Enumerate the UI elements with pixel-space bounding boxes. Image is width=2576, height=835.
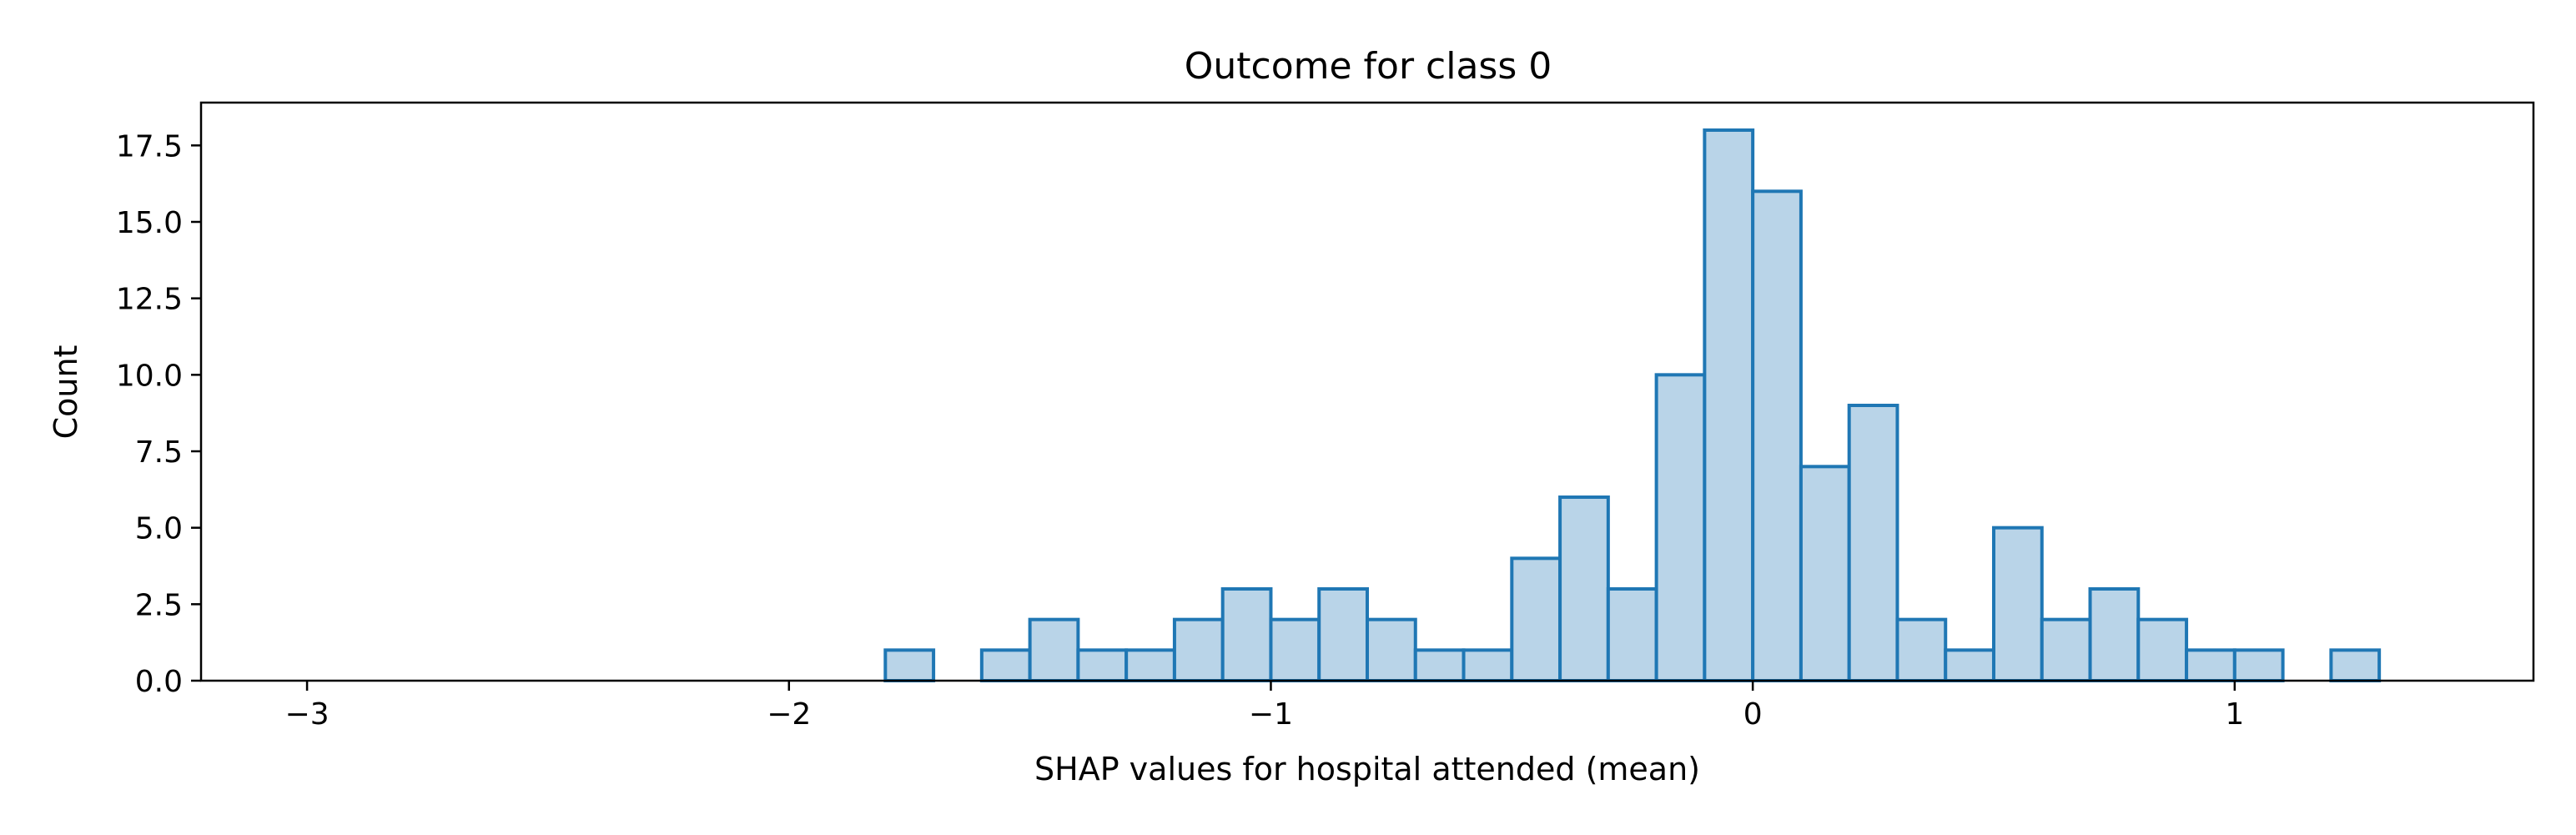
histogram-bar: [1172, 617, 1225, 683]
histogram-bar: [1751, 189, 1803, 683]
y-tick-label: 5.0: [135, 512, 183, 546]
x-axis-ticks: −3 −2 −1 0 1: [285, 681, 2244, 732]
histogram-bar: [1220, 587, 1273, 682]
histogram-bar: [1847, 404, 1899, 682]
chart-title: Outcome for class 0: [1185, 45, 1552, 88]
y-tick-label: 0.0: [135, 665, 183, 699]
histogram-bar: [1269, 617, 1321, 683]
y-tick-label: 15.0: [116, 206, 183, 240]
histogram-bar: [883, 648, 936, 682]
x-tick-label: −1: [1249, 697, 1293, 732]
histogram-bar: [979, 648, 1032, 682]
bars-group: [883, 128, 2382, 683]
histogram-bar: [1606, 587, 1658, 682]
histogram-bar: [2088, 587, 2141, 682]
y-tick-label: 2.5: [135, 588, 183, 622]
x-tick-label: 1: [2225, 697, 2244, 732]
histogram-bar: [1317, 587, 1370, 682]
x-axis-label: SHAP values for hospital attended (mean): [1034, 751, 1700, 787]
histogram-bar: [2232, 648, 2285, 682]
histogram-bar: [1944, 648, 1995, 682]
histogram-bar: [1654, 373, 1707, 682]
histogram-bar: [1076, 648, 1129, 682]
histogram-bar: [2136, 617, 2189, 683]
y-tick-label: 7.5: [135, 435, 183, 470]
histogram-bar: [1124, 648, 1176, 682]
y-axis-ticks: 0.0 2.5 5.0 7.5 10.0 12.5 15.0 17.5: [116, 129, 201, 699]
y-tick-label: 17.5: [116, 129, 183, 163]
histogram-bar: [1558, 495, 1610, 682]
histogram-bar: [2185, 648, 2236, 682]
x-tick-label: −2: [767, 697, 811, 732]
histogram-bar: [1895, 617, 1948, 683]
y-axis-label: Count: [48, 345, 84, 440]
histogram-bar: [1413, 648, 1466, 682]
x-tick-label: −3: [285, 697, 330, 732]
histogram-bar: [1703, 128, 1755, 682]
histogram-bar: [2040, 617, 2092, 683]
x-tick-label: 0: [1743, 697, 1763, 732]
histogram-bar: [2329, 648, 2382, 682]
histogram-bar: [1991, 526, 2044, 683]
histogram-bar: [1366, 617, 1417, 683]
histogram-bar: [1799, 465, 1851, 682]
y-tick-label: 10.0: [116, 359, 183, 393]
histogram-bar: [1510, 556, 1562, 682]
y-tick-label: 12.5: [116, 283, 183, 317]
histogram-bar: [1028, 617, 1080, 683]
histogram-bar: [1462, 648, 1514, 682]
plot-area-frame: [199, 101, 2535, 682]
